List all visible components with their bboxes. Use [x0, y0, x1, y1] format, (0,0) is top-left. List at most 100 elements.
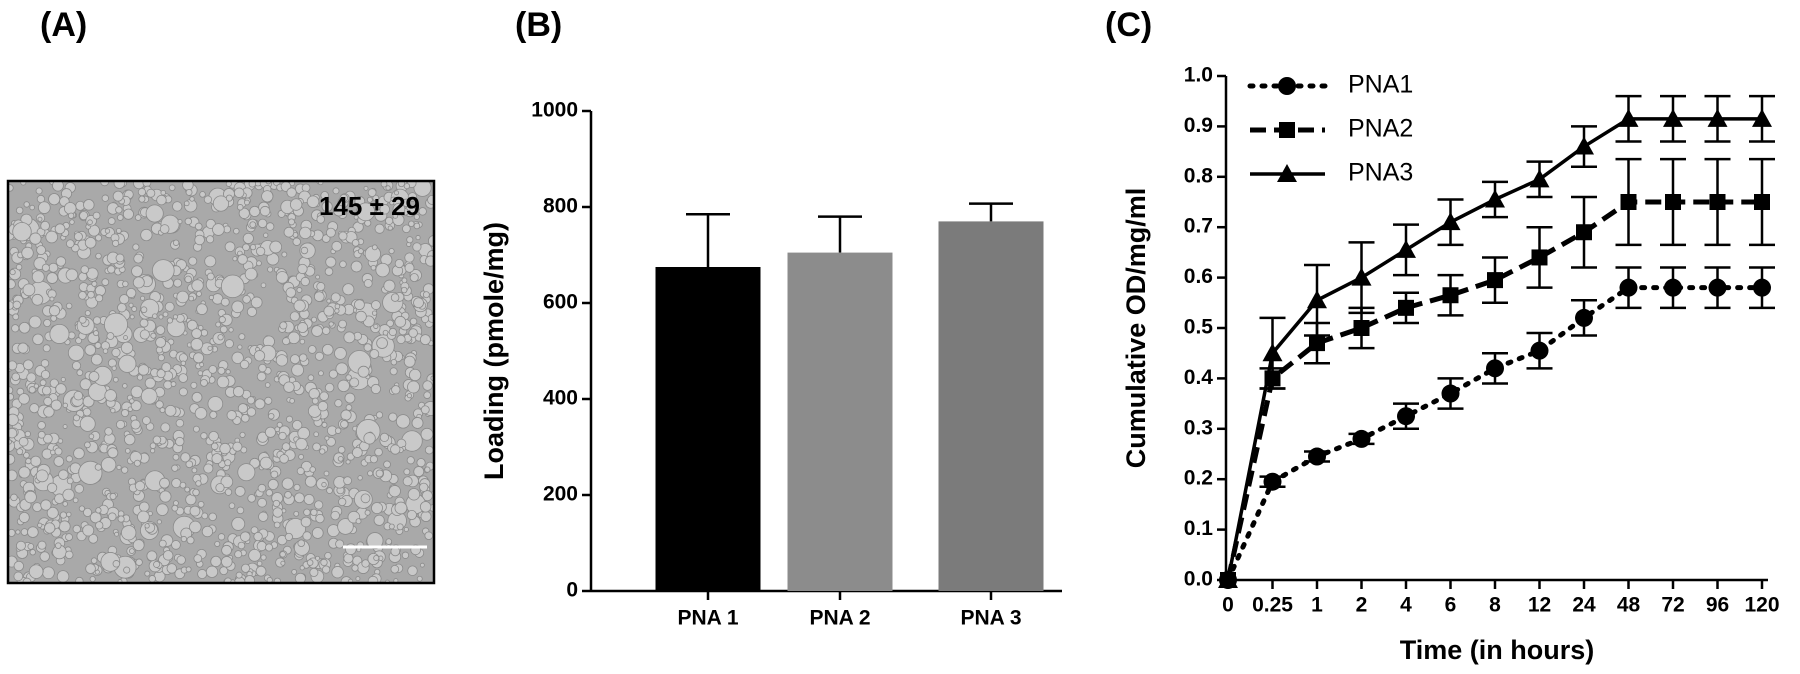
particle [242, 232, 254, 244]
particle [371, 502, 383, 515]
particle [18, 393, 30, 405]
particle [88, 371, 100, 382]
particle [144, 570, 151, 577]
particle [401, 277, 408, 284]
marker [1398, 299, 1414, 316]
particle [130, 385, 143, 399]
legend-label: PNA1 [1348, 71, 1413, 99]
particle [385, 185, 391, 191]
marker [1753, 278, 1771, 297]
particle [407, 488, 421, 501]
particle [300, 246, 309, 255]
x-tick-label: 96 [1706, 594, 1729, 617]
particle [48, 193, 61, 206]
particle [267, 478, 279, 490]
particle [28, 386, 36, 394]
particle [38, 201, 51, 214]
y-tick-label: 0.5 [1184, 316, 1214, 339]
particle [131, 306, 138, 312]
particle [404, 262, 415, 273]
particle [8, 454, 16, 465]
particle [12, 300, 22, 310]
particle [255, 246, 266, 256]
particle [153, 560, 161, 568]
y-tick-label: 0.9 [1184, 114, 1213, 137]
particle [388, 327, 397, 337]
particle [394, 315, 407, 328]
particle [394, 190, 400, 196]
particle [419, 334, 431, 346]
particle [172, 453, 180, 461]
particle [133, 253, 144, 264]
particle [216, 375, 230, 389]
particle [194, 234, 205, 246]
particle [310, 508, 318, 517]
particle [256, 560, 263, 567]
particle [172, 314, 178, 320]
particle [297, 426, 310, 440]
particle [73, 447, 85, 460]
particle [22, 359, 34, 371]
particle [62, 488, 75, 502]
particle [344, 543, 357, 555]
particle [416, 575, 423, 582]
particle [217, 366, 226, 375]
y-tick-label: 0.2 [1184, 467, 1213, 490]
particle [337, 446, 346, 454]
particle [412, 242, 422, 252]
particle [74, 484, 84, 494]
particle [102, 348, 109, 354]
particle [92, 211, 101, 220]
particle [259, 205, 271, 217]
particle [343, 553, 354, 564]
particle [297, 539, 306, 547]
particle [155, 336, 167, 348]
particle [100, 457, 117, 473]
particle [292, 419, 303, 431]
particle [43, 396, 53, 406]
particle [196, 303, 208, 315]
particle [23, 201, 30, 208]
particle [12, 222, 32, 242]
particle [95, 521, 104, 530]
particle [129, 398, 135, 404]
particle [119, 294, 130, 305]
particle [275, 271, 289, 284]
particle [349, 377, 360, 388]
particle [163, 380, 173, 390]
particle [201, 525, 214, 538]
particle [215, 483, 225, 493]
particle [330, 292, 341, 303]
particle [58, 469, 69, 480]
particle [284, 491, 292, 499]
particle [45, 230, 59, 244]
x-tick-label: 6 [1445, 594, 1457, 617]
particle [289, 398, 295, 404]
particle [323, 470, 330, 477]
particle [344, 392, 356, 404]
particle [164, 301, 175, 312]
particle [298, 453, 305, 460]
particle [237, 254, 248, 265]
particle [219, 325, 228, 334]
particle [389, 200, 395, 206]
particle [406, 456, 415, 465]
particle [274, 426, 281, 433]
particle [55, 383, 67, 395]
particle [296, 467, 305, 476]
particle [157, 354, 165, 362]
particle [238, 207, 250, 219]
particle [357, 475, 363, 481]
particle [193, 352, 205, 364]
particle [325, 227, 336, 238]
marker [1442, 287, 1459, 304]
particle [280, 560, 286, 566]
particle [370, 264, 377, 271]
particle [208, 365, 218, 374]
marker [1309, 335, 1325, 352]
particle [65, 533, 73, 541]
particle [367, 188, 377, 198]
particle [62, 501, 68, 507]
marker [1618, 108, 1639, 127]
particle [130, 419, 141, 430]
